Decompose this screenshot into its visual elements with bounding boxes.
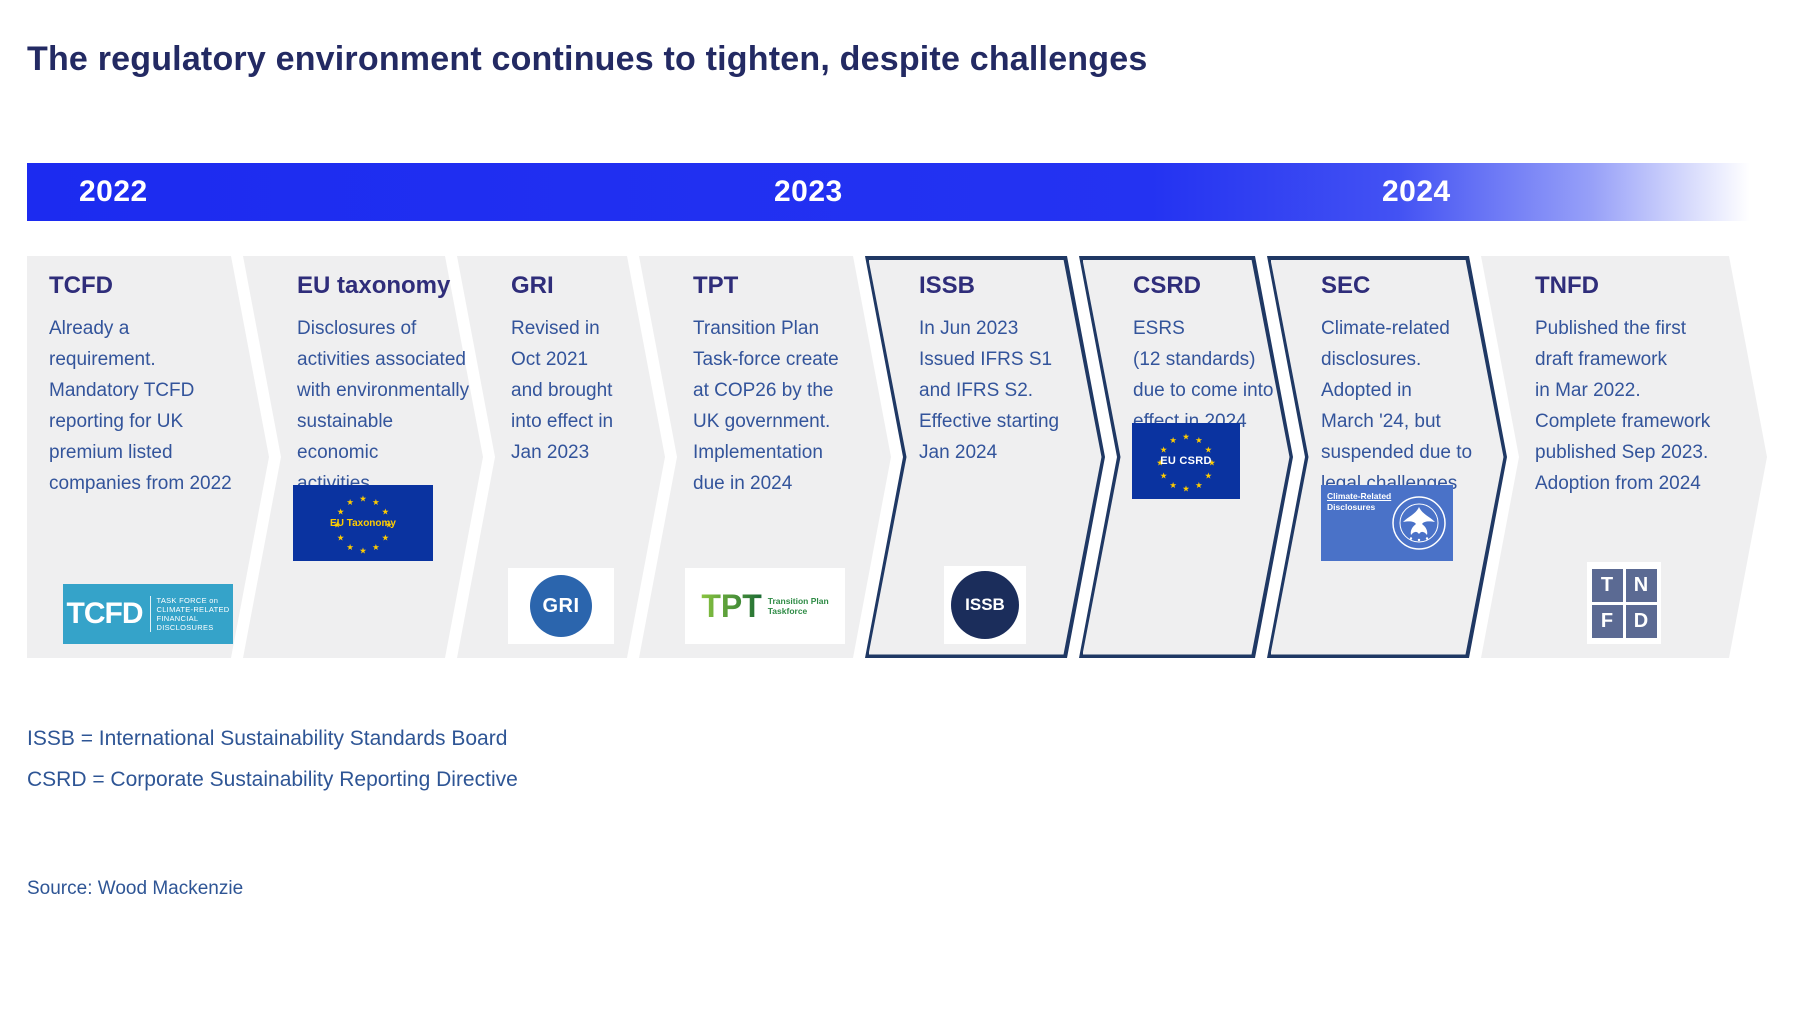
panel-body: ESRS (12 standards) due to come into eff… bbox=[1133, 318, 1274, 432]
svg-text:★: ★ bbox=[1195, 435, 1202, 445]
tcfd-logo-text: TCFD bbox=[66, 597, 144, 630]
tnfd-tile-f: F bbox=[1591, 604, 1623, 638]
panel-sec: SEC Climate-related disclosures. Adopted… bbox=[1267, 256, 1507, 658]
svg-text:★: ★ bbox=[382, 507, 389, 517]
eu-taxonomy-logo-label: EU Taxonomy bbox=[330, 517, 396, 529]
issb-logo-text: ISSB bbox=[965, 595, 1005, 614]
issb-logo: ISSB bbox=[944, 566, 1026, 644]
panel-body: In Jun 2023 Issued IFRS S1 and IFRS S2. … bbox=[919, 318, 1060, 463]
svg-text:★: ★ bbox=[337, 507, 344, 517]
svg-text:★: ★ bbox=[1205, 445, 1212, 455]
sec-logo-line1: Climate-Related bbox=[1327, 491, 1392, 501]
panel-heading: EU taxonomy bbox=[297, 272, 451, 299]
eagle-seal-icon bbox=[1392, 496, 1446, 550]
tcfd-logo-tagline: TASK FORCE on CLIMATE-RELATED FINANCIAL … bbox=[149, 596, 230, 632]
svg-text:★: ★ bbox=[1182, 432, 1189, 442]
svg-text:★: ★ bbox=[1156, 458, 1163, 468]
issb-circle-icon: ISSB bbox=[951, 571, 1019, 639]
panel-body: Climate-related disclosures. Adopted in … bbox=[1321, 318, 1473, 494]
panel-body: Revised in Oct 2021 and brought into eff… bbox=[511, 318, 614, 463]
tcfd-logo: TCFD TASK FORCE on CLIMATE-RELATED FINAN… bbox=[63, 584, 233, 644]
panel-eu-taxonomy: EU taxonomy Disclosures of activities as… bbox=[243, 256, 483, 658]
eu-stars-icon: ★ ★★ ★★★ ★★★ ★★★ bbox=[1156, 432, 1215, 494]
svg-text:★: ★ bbox=[1208, 458, 1215, 468]
svg-text:★: ★ bbox=[337, 532, 344, 542]
svg-text:★: ★ bbox=[1160, 445, 1167, 455]
tpt-logo: TPT Transition Plan Taskforce bbox=[685, 568, 845, 644]
panel-heading: GRI bbox=[511, 272, 554, 299]
gri-logo-text: GRI bbox=[542, 594, 580, 617]
source-credit: Source: Wood Mackenzie bbox=[27, 878, 244, 899]
panel-shape bbox=[1271, 260, 1504, 655]
panel-body: Disclosures of activities associated wit… bbox=[297, 318, 470, 494]
tnfd-tile-t: T bbox=[1591, 568, 1623, 602]
svg-text:★: ★ bbox=[385, 520, 392, 530]
sec-logo: Climate-Related Disclosures bbox=[1321, 485, 1453, 561]
panel-body: Published the first draft framework in M… bbox=[1535, 318, 1711, 494]
gri-circle-icon: GRI bbox=[530, 575, 592, 637]
svg-text:★: ★ bbox=[372, 542, 379, 552]
tnfd-logo: T N F D bbox=[1587, 562, 1661, 644]
tpt-logo-tagline: Transition Plan Taskforce bbox=[767, 595, 829, 616]
panel-body: Transition Plan Task-force create at COP… bbox=[693, 318, 839, 494]
panel-heading: TNFD bbox=[1535, 272, 1599, 299]
panel-issb: ISSB In Jun 2023 Issued IFRS S1 and IFRS… bbox=[865, 256, 1105, 658]
timeline-bar: 2022 2023 2024 bbox=[27, 163, 1785, 221]
svg-text:★: ★ bbox=[382, 532, 389, 542]
svg-text:★: ★ bbox=[1169, 480, 1176, 490]
year-label-2023: 2023 bbox=[774, 175, 843, 208]
year-label-2022: 2022 bbox=[79, 175, 148, 208]
svg-text:★: ★ bbox=[1169, 435, 1176, 445]
panel-heading: TCFD bbox=[49, 272, 113, 299]
year-label-2024: 2024 bbox=[1382, 175, 1451, 208]
panel-body: Already a requirement. Mandatory TCFD re… bbox=[49, 318, 232, 494]
footnote-csrd: CSRD = Corporate Sustainability Reportin… bbox=[27, 768, 518, 791]
timeline-panels: TCFD Already a requirement. Mandatory TC… bbox=[0, 256, 1800, 658]
tpt-logo-text: TPT bbox=[701, 587, 762, 624]
svg-text:★: ★ bbox=[333, 520, 340, 530]
svg-text:★: ★ bbox=[1182, 483, 1189, 493]
panel-csrd: CSRD ESRS (12 standards) due to come int… bbox=[1079, 256, 1293, 658]
panel-heading: ISSB bbox=[919, 272, 976, 299]
gri-logo: GRI bbox=[508, 568, 614, 644]
eu-csrd-logo-label: EU CSRD bbox=[1160, 455, 1212, 467]
panel-tcfd: TCFD Already a requirement. Mandatory TC… bbox=[27, 256, 269, 658]
panel-gri: GRI Revised in Oct 2021 and brought into… bbox=[457, 256, 665, 658]
sec-logo-line2: Disclosures bbox=[1327, 502, 1376, 513]
panel-heading: SEC bbox=[1321, 272, 1371, 299]
tnfd-tile-n: N bbox=[1625, 568, 1657, 602]
page-title: The regulatory environment continues to … bbox=[27, 40, 1148, 78]
svg-text:★: ★ bbox=[1205, 470, 1212, 480]
footnote-issb: ISSB = International Sustainability Stan… bbox=[27, 727, 508, 750]
svg-text:★: ★ bbox=[346, 497, 353, 507]
tnfd-tile-d: D bbox=[1625, 604, 1657, 638]
svg-text:★: ★ bbox=[359, 494, 366, 504]
panel-tpt: TPT Transition Plan Task-force create at… bbox=[639, 256, 891, 658]
sec-logo-text: Climate-Related Disclosures bbox=[1327, 491, 1391, 514]
panel-tnfd: TNFD Published the first draft framework… bbox=[1481, 256, 1767, 658]
panel-heading: TPT bbox=[693, 272, 739, 299]
eu-taxonomy-logo: ★ ★ ★ ★ ★ ★ ★ ★ ★ ★ ★ ★ EU Taxonomy bbox=[293, 485, 433, 561]
svg-text:★: ★ bbox=[1195, 480, 1202, 490]
eu-stars-icon: ★ ★★ ★★★ ★★★ ★★★ bbox=[333, 494, 392, 556]
eu-csrd-logo: ★ ★ ★ ★ ★ ★ ★ ★ ★ ★ ★ ★ EU CSRD bbox=[1132, 423, 1240, 499]
svg-text:★: ★ bbox=[359, 545, 366, 555]
footnotes: ISSB = International Sustainability Stan… bbox=[27, 718, 518, 800]
svg-text:★: ★ bbox=[346, 542, 353, 552]
svg-text:★: ★ bbox=[372, 497, 379, 507]
panel-heading: CSRD bbox=[1133, 272, 1202, 299]
panel-shape bbox=[243, 256, 483, 658]
svg-text:★: ★ bbox=[1160, 470, 1167, 480]
